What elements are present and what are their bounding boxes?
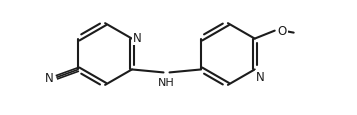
Text: O: O [278, 25, 287, 38]
Text: NH: NH [158, 78, 175, 88]
Text: N: N [45, 71, 53, 84]
Text: N: N [133, 32, 142, 45]
Text: N: N [256, 71, 265, 84]
